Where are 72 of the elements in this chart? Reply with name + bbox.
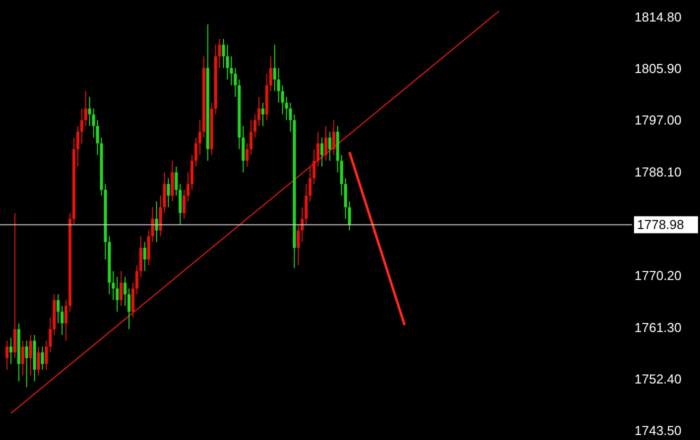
candlestick <box>253 114 256 138</box>
candlestick <box>64 300 68 342</box>
candlestick <box>5 340 8 370</box>
candlestick <box>92 108 96 138</box>
candlestick <box>96 120 100 156</box>
candlestick <box>186 172 190 202</box>
candlestick <box>60 305 64 336</box>
candlestick <box>88 96 92 126</box>
candlestick <box>44 340 48 370</box>
candlestick <box>281 84 284 115</box>
candlestick <box>250 120 253 156</box>
candlestick <box>190 154 194 190</box>
candlestick <box>170 160 174 202</box>
candlestick <box>182 189 186 220</box>
candlestick <box>13 212 16 359</box>
candlestick <box>21 340 24 376</box>
candlestick <box>131 282 134 318</box>
y-tick-label: 1761.30 <box>634 320 682 335</box>
y-tick-label: 1788.10 <box>634 164 682 180</box>
y-tick-label: 1752.40 <box>634 372 682 387</box>
candlestick <box>308 166 312 202</box>
candlestick <box>194 137 198 168</box>
candlestick <box>198 120 202 156</box>
candlestick <box>120 270 123 306</box>
candlestick <box>9 337 12 364</box>
candlestick <box>124 276 127 306</box>
candlestick <box>162 172 166 214</box>
candlestick <box>25 340 28 388</box>
candlestick <box>166 178 170 208</box>
candlestick <box>340 154 344 196</box>
candlestick <box>246 142 249 168</box>
candlestick <box>174 166 178 196</box>
candlestick <box>128 288 131 330</box>
candlestick <box>147 230 150 266</box>
candlestick <box>344 178 348 220</box>
candlestick <box>288 102 292 132</box>
y-tick-label: 1770.20 <box>634 268 682 284</box>
y-tick-label: 1814.80 <box>634 9 682 24</box>
y-tick-label: 1797.00 <box>634 112 682 128</box>
candlestick <box>277 67 280 104</box>
ref-line-label: 1778.98 <box>637 216 684 232</box>
candlestick <box>328 131 332 162</box>
candlestick <box>155 200 158 243</box>
candlestick <box>304 184 308 226</box>
candlestick <box>29 334 32 376</box>
candlestick <box>222 38 225 68</box>
y-tick-label: 1805.90 <box>634 60 682 76</box>
candlestick <box>56 294 60 324</box>
candlestick <box>316 131 320 168</box>
candlestick <box>261 102 264 126</box>
candlestick <box>320 137 324 168</box>
candlestick <box>135 264 138 295</box>
candlestick <box>332 120 336 156</box>
candlestick <box>143 242 146 272</box>
candlestick <box>257 96 260 126</box>
candlestick <box>178 184 182 226</box>
candlestick <box>36 346 40 376</box>
candlestick <box>230 56 233 86</box>
candlestick <box>218 38 222 68</box>
y-tick-label: 1743.50 <box>634 423 682 438</box>
candlestick <box>139 236 142 278</box>
candlestick <box>242 125 245 173</box>
candlestick <box>284 96 288 121</box>
candlestick <box>151 206 154 243</box>
candlestick <box>159 195 162 237</box>
candlestick <box>40 346 44 370</box>
candlestick <box>76 125 80 168</box>
candlestick <box>348 200 351 231</box>
candlestick <box>324 125 328 162</box>
candlestick <box>312 148 316 185</box>
candlestick <box>273 44 276 92</box>
candlestick <box>226 44 229 80</box>
